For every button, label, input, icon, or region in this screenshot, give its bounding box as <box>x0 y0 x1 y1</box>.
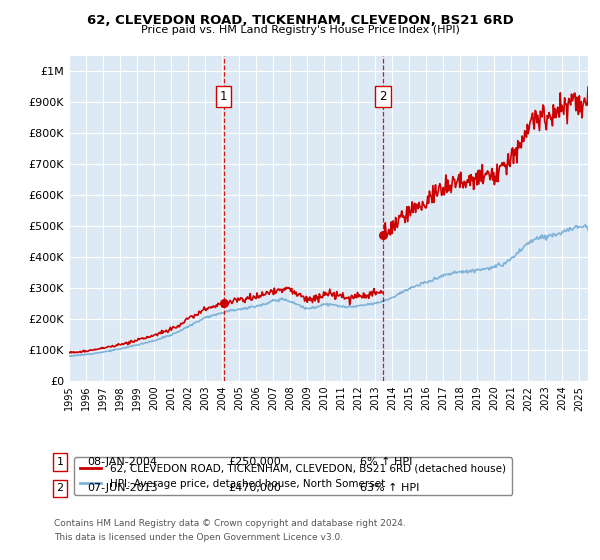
Text: £250,000: £250,000 <box>228 457 281 467</box>
Text: 62, CLEVEDON ROAD, TICKENHAM, CLEVEDON, BS21 6RD: 62, CLEVEDON ROAD, TICKENHAM, CLEVEDON, … <box>86 14 514 27</box>
Text: £470,000: £470,000 <box>228 483 281 493</box>
Text: 08-JAN-2004: 08-JAN-2004 <box>87 457 157 467</box>
Text: Contains HM Land Registry data © Crown copyright and database right 2024.: Contains HM Land Registry data © Crown c… <box>54 519 406 528</box>
Text: 6% ↑ HPI: 6% ↑ HPI <box>360 457 412 467</box>
Text: Price paid vs. HM Land Registry's House Price Index (HPI): Price paid vs. HM Land Registry's House … <box>140 25 460 35</box>
Text: 2: 2 <box>56 483 64 493</box>
Text: 1: 1 <box>220 90 227 102</box>
Text: 07-JUN-2013: 07-JUN-2013 <box>87 483 158 493</box>
Text: 63% ↑ HPI: 63% ↑ HPI <box>360 483 419 493</box>
Legend: 62, CLEVEDON ROAD, TICKENHAM, CLEVEDON, BS21 6RD (detached house), HPI: Average : 62, CLEVEDON ROAD, TICKENHAM, CLEVEDON, … <box>74 458 512 495</box>
Text: 1: 1 <box>56 457 64 467</box>
Text: This data is licensed under the Open Government Licence v3.0.: This data is licensed under the Open Gov… <box>54 533 343 542</box>
Text: 2: 2 <box>379 90 386 102</box>
